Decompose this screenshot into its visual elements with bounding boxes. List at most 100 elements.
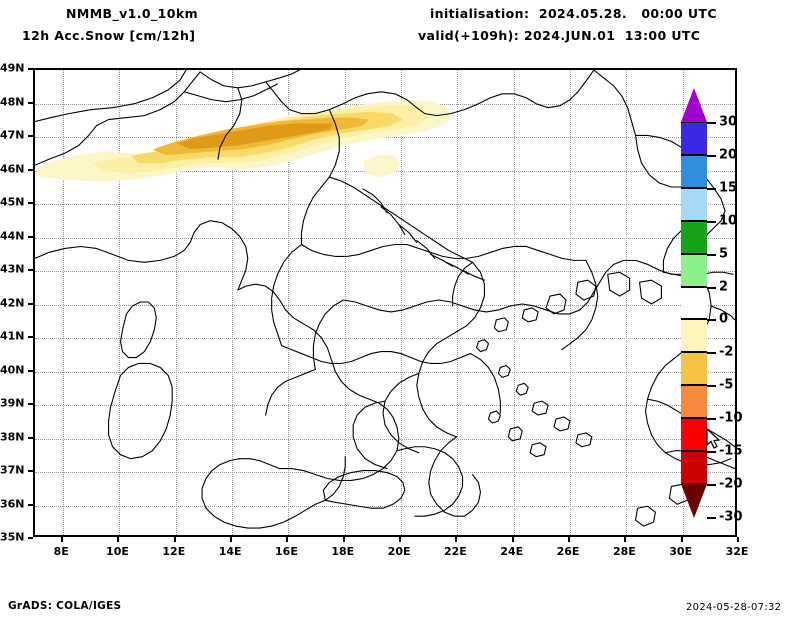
x-axis-tick-label: 30E xyxy=(669,545,693,558)
x-axis-tick xyxy=(511,537,514,542)
colorbar-band xyxy=(681,187,707,221)
colorbar-tick-label: -30 xyxy=(719,509,743,525)
colorbar-tick xyxy=(707,319,716,322)
colorbar-tick-label: 30 xyxy=(719,114,738,130)
colorbar-band xyxy=(681,352,707,386)
y-axis-tick-label: 39N xyxy=(0,396,25,410)
y-axis-tick-label: 49N xyxy=(0,61,25,75)
grid-line-horizontal xyxy=(35,405,735,406)
colorbar-tick xyxy=(707,385,716,388)
x-axis-tick-label: 10E xyxy=(106,545,129,558)
grid-line-horizontal xyxy=(35,505,735,507)
x-axis-tick-label: 12E xyxy=(162,545,186,558)
grid-line-horizontal xyxy=(35,204,735,205)
colorbar-tick xyxy=(707,451,716,454)
x-axis-tick-label: 8E xyxy=(53,545,69,558)
y-axis-tick xyxy=(28,403,33,405)
grads-credit: GrADS: COLA/IGES xyxy=(8,600,122,612)
y-axis-tick xyxy=(28,436,33,439)
y-axis-tick xyxy=(28,302,33,305)
y-axis-tick-label: 43N xyxy=(0,262,25,276)
colorbar-tick-label: 5 xyxy=(719,246,729,262)
colorbar-tick xyxy=(707,122,716,124)
y-axis-tick xyxy=(28,235,33,238)
y-axis-tick-label: 35N xyxy=(0,530,25,544)
mouse-cursor-icon xyxy=(706,428,721,449)
colorbar-tick-label: 0 xyxy=(719,311,729,327)
grid-line-vertical xyxy=(175,70,177,535)
x-axis-tick xyxy=(399,537,402,542)
x-axis-tick xyxy=(61,537,64,542)
colorbar-band xyxy=(681,451,707,484)
x-axis-tick xyxy=(173,537,176,542)
x-axis-tick-label: 22E xyxy=(443,545,467,558)
colorbar-tick-label: 10 xyxy=(719,213,738,229)
y-axis-tick-label: 48N xyxy=(0,95,25,108)
grid-line-horizontal xyxy=(35,371,735,373)
colorbar-band xyxy=(681,319,707,353)
colorbar-tick xyxy=(707,484,716,486)
model-title: NMMB_v1.0_10km xyxy=(66,6,198,21)
grid-line-horizontal xyxy=(35,237,735,239)
colorbar-tick xyxy=(707,286,716,289)
y-axis-tick-label: 46N xyxy=(0,162,25,175)
y-axis-tick xyxy=(28,202,33,204)
map-coastlines xyxy=(35,70,735,529)
grid-line-horizontal xyxy=(35,438,735,440)
y-axis-tick xyxy=(28,470,33,472)
y-axis-tick-label: 45N xyxy=(0,195,25,209)
colorbar-tick xyxy=(707,253,716,256)
y-axis-tick-label: 40N xyxy=(0,363,25,376)
y-axis-tick xyxy=(28,101,33,104)
x-axis-tick-label: 18E xyxy=(331,545,355,558)
grid-line-vertical xyxy=(570,70,572,535)
x-axis-tick xyxy=(117,537,120,542)
grid-line-vertical xyxy=(288,70,290,535)
colorbar-tick-label: -15 xyxy=(719,443,743,459)
colorbar-tick xyxy=(707,154,716,157)
x-axis-tick xyxy=(737,537,739,542)
x-axis-tick-label: 32E xyxy=(725,545,749,558)
initialisation-time: initialisation: 2024.05.28. 00:00 UTC xyxy=(430,6,717,21)
y-axis-tick xyxy=(28,537,33,539)
x-axis-tick-label: 16E xyxy=(275,545,298,558)
x-axis-tick-label: 28E xyxy=(612,545,636,558)
x-axis-tick xyxy=(286,537,289,542)
grid-line-vertical xyxy=(626,70,628,535)
grid-line-horizontal xyxy=(35,338,735,339)
snow-shading xyxy=(35,99,453,182)
colorbar-band xyxy=(681,220,707,254)
colorbar-band xyxy=(681,122,707,155)
colorbar-tick-label: 15 xyxy=(719,180,738,196)
x-axis-tick-label: 24E xyxy=(500,545,524,558)
colorbar-tick-label: -20 xyxy=(719,476,743,492)
x-axis-tick xyxy=(455,537,458,542)
grid-line-horizontal xyxy=(35,304,735,306)
colorbar-tick-label: -10 xyxy=(719,410,743,426)
x-axis-tick xyxy=(342,537,345,542)
colorbar-tick-label: 2 xyxy=(719,279,729,295)
map-plot-area[interactable] xyxy=(33,68,737,537)
grid-line-vertical xyxy=(344,70,346,535)
y-axis-tick-label: 42N xyxy=(0,296,25,309)
field-title: 12h Acc.Snow [cm/12h] xyxy=(22,28,196,43)
y-axis-tick-label: 36N xyxy=(0,497,25,510)
grid-line-vertical xyxy=(401,70,403,535)
colorbar-band xyxy=(681,253,707,287)
y-axis-tick-label: 37N xyxy=(0,463,25,477)
colorbar-tick-label: -5 xyxy=(719,377,734,393)
colorbar-band xyxy=(681,418,707,452)
colorbar-band xyxy=(681,385,707,419)
y-axis-tick xyxy=(28,168,33,171)
colorbar-tick-label: 20 xyxy=(719,147,738,163)
y-axis-tick xyxy=(28,336,33,338)
grid-line-vertical xyxy=(63,70,65,535)
x-axis-tick xyxy=(624,537,627,542)
x-axis-tick-label: 14E xyxy=(218,545,242,558)
grid-line-vertical xyxy=(513,70,515,535)
y-axis-tick-label: 44N xyxy=(0,229,25,242)
colorbar-tick xyxy=(707,187,716,190)
colorbar-legend[interactable]: 30 20 15 10 5 2 0 -2 -5 -10 -15 -20 -30 xyxy=(681,88,743,524)
y-axis-tick-label: 41N xyxy=(0,329,25,343)
grid-line-vertical xyxy=(119,70,121,535)
